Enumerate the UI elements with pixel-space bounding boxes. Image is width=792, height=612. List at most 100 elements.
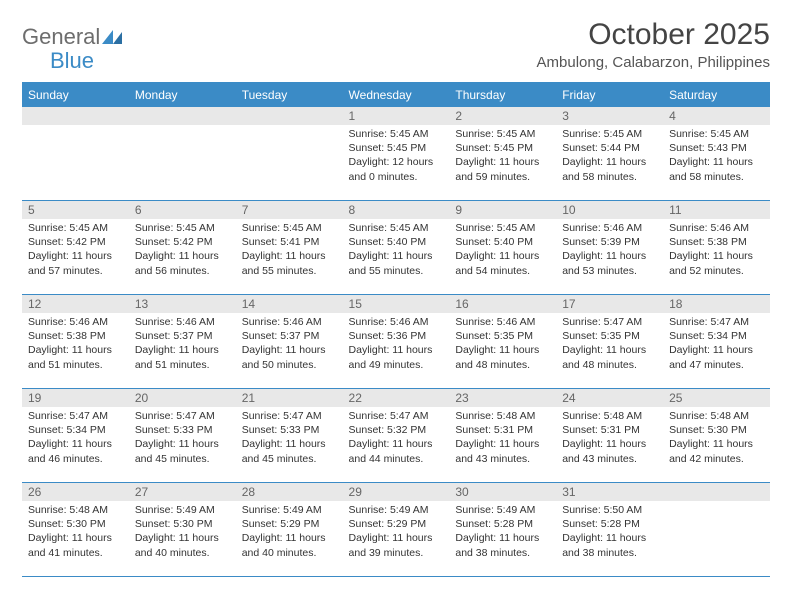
day-number: 13 <box>129 295 236 313</box>
logo-text-general: General <box>22 24 100 49</box>
day-details: Sunrise: 5:45 AMSunset: 5:42 PMDaylight:… <box>129 219 236 282</box>
calendar-table: SundayMondayTuesdayWednesdayThursdayFrid… <box>22 82 770 577</box>
day-number: 23 <box>449 389 556 407</box>
calendar-week: 1Sunrise: 5:45 AMSunset: 5:45 PMDaylight… <box>22 107 770 201</box>
calendar-cell: 24Sunrise: 5:48 AMSunset: 5:31 PMDayligh… <box>556 389 663 483</box>
day-number: 21 <box>236 389 343 407</box>
day-number: 16 <box>449 295 556 313</box>
day-details: Sunrise: 5:45 AMSunset: 5:40 PMDaylight:… <box>343 219 450 282</box>
day-details: Sunrise: 5:47 AMSunset: 5:35 PMDaylight:… <box>556 313 663 376</box>
day-details: Sunrise: 5:48 AMSunset: 5:31 PMDaylight:… <box>449 407 556 470</box>
day-number: 22 <box>343 389 450 407</box>
calendar-cell: 3Sunrise: 5:45 AMSunset: 5:44 PMDaylight… <box>556 107 663 201</box>
calendar-cell: 27Sunrise: 5:49 AMSunset: 5:30 PMDayligh… <box>129 483 236 577</box>
day-number: 18 <box>663 295 770 313</box>
day-number-empty <box>129 107 236 125</box>
day-number: 4 <box>663 107 770 125</box>
day-number: 30 <box>449 483 556 501</box>
day-number: 2 <box>449 107 556 125</box>
calendar-cell: 2Sunrise: 5:45 AMSunset: 5:45 PMDaylight… <box>449 107 556 201</box>
calendar-cell: 12Sunrise: 5:46 AMSunset: 5:38 PMDayligh… <box>22 295 129 389</box>
calendar-cell: 22Sunrise: 5:47 AMSunset: 5:32 PMDayligh… <box>343 389 450 483</box>
day-number: 24 <box>556 389 663 407</box>
calendar-cell: 16Sunrise: 5:46 AMSunset: 5:35 PMDayligh… <box>449 295 556 389</box>
header: General Blue October 2025 Ambulong, Cala… <box>22 18 770 74</box>
day-details: Sunrise: 5:45 AMSunset: 5:45 PMDaylight:… <box>343 125 450 188</box>
calendar-week: 5Sunrise: 5:45 AMSunset: 5:42 PMDaylight… <box>22 201 770 295</box>
calendar-cell: 7Sunrise: 5:45 AMSunset: 5:41 PMDaylight… <box>236 201 343 295</box>
calendar-body: 1Sunrise: 5:45 AMSunset: 5:45 PMDaylight… <box>22 107 770 577</box>
day-number: 17 <box>556 295 663 313</box>
logo-text-blue: Blue <box>50 48 94 74</box>
calendar-cell <box>129 107 236 201</box>
calendar-cell: 9Sunrise: 5:45 AMSunset: 5:40 PMDaylight… <box>449 201 556 295</box>
day-details: Sunrise: 5:46 AMSunset: 5:37 PMDaylight:… <box>129 313 236 376</box>
month-title: October 2025 <box>537 18 770 52</box>
calendar-week: 12Sunrise: 5:46 AMSunset: 5:38 PMDayligh… <box>22 295 770 389</box>
day-details: Sunrise: 5:46 AMSunset: 5:37 PMDaylight:… <box>236 313 343 376</box>
day-number-empty <box>663 483 770 501</box>
day-number: 10 <box>556 201 663 219</box>
day-details: Sunrise: 5:49 AMSunset: 5:29 PMDaylight:… <box>236 501 343 564</box>
day-details: Sunrise: 5:47 AMSunset: 5:33 PMDaylight:… <box>129 407 236 470</box>
day-details: Sunrise: 5:45 AMSunset: 5:40 PMDaylight:… <box>449 219 556 282</box>
day-details: Sunrise: 5:46 AMSunset: 5:38 PMDaylight:… <box>22 313 129 376</box>
day-number-empty <box>236 107 343 125</box>
day-number: 20 <box>129 389 236 407</box>
calendar-cell: 21Sunrise: 5:47 AMSunset: 5:33 PMDayligh… <box>236 389 343 483</box>
day-number: 6 <box>129 201 236 219</box>
day-header: Monday <box>129 83 236 107</box>
day-details: Sunrise: 5:50 AMSunset: 5:28 PMDaylight:… <box>556 501 663 564</box>
calendar-cell: 23Sunrise: 5:48 AMSunset: 5:31 PMDayligh… <box>449 389 556 483</box>
day-number: 31 <box>556 483 663 501</box>
calendar-week: 19Sunrise: 5:47 AMSunset: 5:34 PMDayligh… <box>22 389 770 483</box>
day-details: Sunrise: 5:45 AMSunset: 5:45 PMDaylight:… <box>449 125 556 188</box>
calendar-cell <box>236 107 343 201</box>
day-number: 3 <box>556 107 663 125</box>
calendar-cell <box>22 107 129 201</box>
day-number: 25 <box>663 389 770 407</box>
calendar-cell: 15Sunrise: 5:46 AMSunset: 5:36 PMDayligh… <box>343 295 450 389</box>
day-number: 12 <box>22 295 129 313</box>
calendar-cell: 6Sunrise: 5:45 AMSunset: 5:42 PMDaylight… <box>129 201 236 295</box>
day-number: 15 <box>343 295 450 313</box>
day-header: Saturday <box>663 83 770 107</box>
day-details: Sunrise: 5:49 AMSunset: 5:30 PMDaylight:… <box>129 501 236 564</box>
day-number: 28 <box>236 483 343 501</box>
day-details: Sunrise: 5:45 AMSunset: 5:42 PMDaylight:… <box>22 219 129 282</box>
location-text: Ambulong, Calabarzon, Philippines <box>537 54 770 71</box>
calendar-cell: 25Sunrise: 5:48 AMSunset: 5:30 PMDayligh… <box>663 389 770 483</box>
calendar-cell: 4Sunrise: 5:45 AMSunset: 5:43 PMDaylight… <box>663 107 770 201</box>
day-details: Sunrise: 5:46 AMSunset: 5:39 PMDaylight:… <box>556 219 663 282</box>
day-details: Sunrise: 5:46 AMSunset: 5:36 PMDaylight:… <box>343 313 450 376</box>
day-details: Sunrise: 5:47 AMSunset: 5:34 PMDaylight:… <box>22 407 129 470</box>
calendar-cell: 29Sunrise: 5:49 AMSunset: 5:29 PMDayligh… <box>343 483 450 577</box>
day-details: Sunrise: 5:48 AMSunset: 5:31 PMDaylight:… <box>556 407 663 470</box>
logo-word1: General <box>22 24 124 50</box>
day-header: Thursday <box>449 83 556 107</box>
day-number: 29 <box>343 483 450 501</box>
logo: General Blue <box>22 24 124 74</box>
calendar-cell: 18Sunrise: 5:47 AMSunset: 5:34 PMDayligh… <box>663 295 770 389</box>
calendar-week: 26Sunrise: 5:48 AMSunset: 5:30 PMDayligh… <box>22 483 770 577</box>
calendar-cell: 14Sunrise: 5:46 AMSunset: 5:37 PMDayligh… <box>236 295 343 389</box>
day-number: 7 <box>236 201 343 219</box>
calendar-cell: 8Sunrise: 5:45 AMSunset: 5:40 PMDaylight… <box>343 201 450 295</box>
day-details: Sunrise: 5:47 AMSunset: 5:33 PMDaylight:… <box>236 407 343 470</box>
day-number-empty <box>22 107 129 125</box>
day-details: Sunrise: 5:49 AMSunset: 5:29 PMDaylight:… <box>343 501 450 564</box>
day-header: Sunday <box>22 83 129 107</box>
day-details: Sunrise: 5:45 AMSunset: 5:41 PMDaylight:… <box>236 219 343 282</box>
calendar-cell <box>663 483 770 577</box>
calendar-cell: 19Sunrise: 5:47 AMSunset: 5:34 PMDayligh… <box>22 389 129 483</box>
day-header: Friday <box>556 83 663 107</box>
day-number: 19 <box>22 389 129 407</box>
day-details: Sunrise: 5:45 AMSunset: 5:43 PMDaylight:… <box>663 125 770 188</box>
day-details: Sunrise: 5:46 AMSunset: 5:35 PMDaylight:… <box>449 313 556 376</box>
calendar-cell: 28Sunrise: 5:49 AMSunset: 5:29 PMDayligh… <box>236 483 343 577</box>
day-details: Sunrise: 5:45 AMSunset: 5:44 PMDaylight:… <box>556 125 663 188</box>
day-details: Sunrise: 5:49 AMSunset: 5:28 PMDaylight:… <box>449 501 556 564</box>
day-number: 27 <box>129 483 236 501</box>
day-header-row: SundayMondayTuesdayWednesdayThursdayFrid… <box>22 83 770 107</box>
day-number: 8 <box>343 201 450 219</box>
